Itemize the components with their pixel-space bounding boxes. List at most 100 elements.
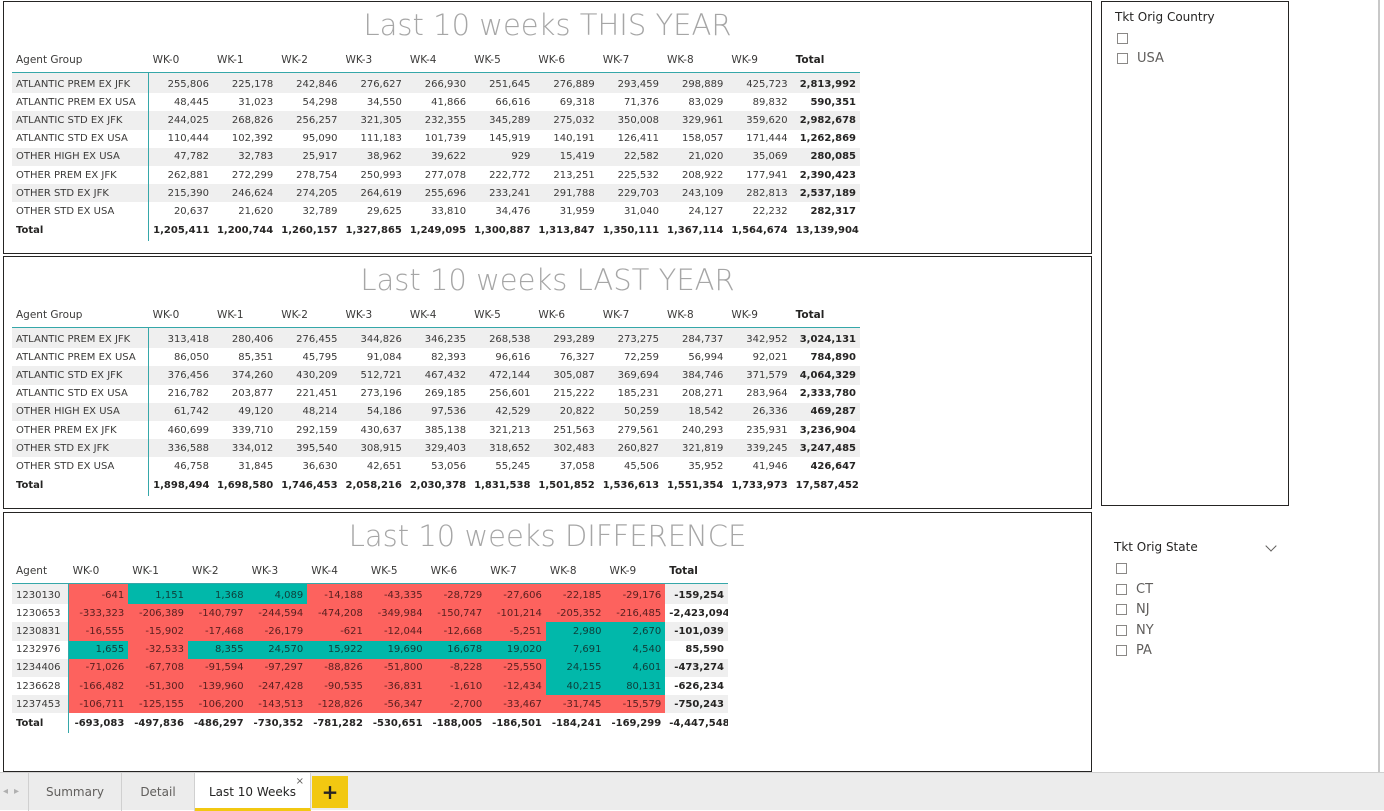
column-header[interactable]: WK-2 [277,48,342,73]
close-icon[interactable]: × [295,776,304,787]
column-header[interactable]: WK-0 [148,303,213,328]
table-row[interactable]: ATLANTIC STD EX USA 110,444 102,392 95,090 1… [12,129,860,148]
checkbox-icon[interactable] [1117,53,1128,64]
column-header[interactable]: WK-4 [405,303,471,328]
column-header[interactable]: WK-9 [727,303,792,328]
canvas-scrollbar[interactable] [1378,0,1380,772]
tab-scroll-right-icon[interactable]: ▸ [14,786,20,797]
state-option-ny[interactable]: NY [1116,623,1154,638]
value-cell: 4,601 [605,658,666,677]
value-cell: 22,582 [598,147,664,166]
tab-last-10-weeks[interactable]: Last 10 Weeks × [195,773,311,811]
column-header[interactable]: WK-8 [663,303,728,328]
checkbox-icon[interactable] [1116,625,1127,636]
table-row[interactable]: 1230653 -333,323 -206,389 -140,797 -244,594-… [12,604,728,623]
column-header[interactable]: WK-4 [307,559,367,584]
column-header[interactable]: WK-3 [341,48,406,73]
table-row[interactable]: OTHER STD EX USA 46,758 31,845 36,630 42,651… [12,457,860,476]
column-header[interactable]: WK-7 [598,303,664,328]
column-header[interactable]: WK-9 [727,48,792,73]
state-option-ct[interactable]: CT [1116,582,1153,597]
table-row[interactable]: 1232976 1,655 -32,533 8,355 24,570 15,922 19,6… [12,640,728,659]
table-row[interactable]: OTHER PREM EX JFK 262,881 272,299 278,754 25… [12,165,860,185]
tab-summary[interactable]: Summary [28,773,122,811]
table-row[interactable]: ATLANTIC STD EX JFK 376,456 374,260 430,209… [12,366,860,385]
column-header[interactable]: WK-6 [534,48,599,73]
value-cell: -26,179 [247,622,308,641]
row-header-column-label[interactable]: Agent [12,559,69,584]
value-cell: 273,275 [598,327,664,349]
column-header[interactable]: Total [665,559,728,584]
column-header[interactable]: WK-8 [545,559,606,584]
column-header[interactable]: WK-2 [187,559,248,584]
row-header-column-label[interactable]: Agent Group [12,48,149,73]
column-header[interactable]: WK-6 [534,303,599,328]
table-row[interactable]: ATLANTIC PREM EX USA 86,050 85,351 45,795 91… [12,348,860,367]
checkbox-icon[interactable] [1116,604,1127,615]
country-option-usa[interactable]: USA [1117,51,1164,66]
column-header[interactable]: WK-5 [366,559,427,584]
table-row[interactable]: ATLANTIC PREM EX USA 48,445 31,023 54,298 34… [12,93,860,112]
checkbox-icon[interactable] [1117,33,1128,44]
column-header[interactable]: WK-5 [470,48,535,73]
column-header[interactable]: WK-1 [212,48,278,73]
table-row[interactable]: 1230831 -16,555 -15,902 -17,468 -26,179 -621-… [12,622,728,641]
value-cell: 48,214 [277,402,342,421]
tab-detail[interactable]: Detail [122,773,195,811]
value-cell: 346,235 [405,327,471,349]
state-option-pa[interactable]: PA [1116,643,1152,658]
table-row[interactable]: OTHER STD EX JFK 215,390 246,624 274,205 264… [12,184,860,203]
column-header[interactable]: WK-2 [277,303,342,328]
tab-scroll-left-icon[interactable]: ◂ [3,786,9,797]
table-row[interactable]: 1230130 -641 1,151 1,368 4,089 -14,188 -43,335… [12,583,728,605]
column-header[interactable]: Total [791,303,860,328]
value-cell: 280,406 [212,327,278,349]
column-header[interactable]: WK-0 [68,559,129,584]
table-row[interactable]: OTHER HIGH EX USA 47,782 32,783 25,917 38,96… [12,147,860,166]
table-row[interactable]: ATLANTIC PREM EX JFK 255,806 225,178 242,84… [12,72,860,94]
state-option-nj[interactable]: NJ [1116,602,1150,617]
chevron-down-icon[interactable] [1265,540,1277,552]
value-cell: 305,087 [534,366,599,385]
checkbox-icon[interactable] [1116,563,1127,574]
column-header[interactable]: WK-0 [148,48,213,73]
column-header[interactable]: WK-1 [212,303,278,328]
column-header[interactable]: WK-1 [128,559,188,584]
difference-visual[interactable]: Last 10 weeks DIFFERENCE Agent WK-0 WK-1 WK… [3,512,1092,772]
table-row[interactable]: OTHER STD EX JFK 336,588 334,012 395,540 308… [12,439,860,458]
column-header[interactable]: WK-4 [405,48,471,73]
checkbox-icon[interactable] [1116,584,1127,595]
checkbox-icon[interactable] [1116,645,1127,656]
value-cell: 69,318 [559,96,595,108]
column-header[interactable]: WK-7 [486,559,546,584]
table-row[interactable]: 1234406 -71,026 -67,708 -91,594 -97,297 -88,8… [12,658,728,677]
value-cell: 225,532 [617,169,660,181]
value-cell: 291,788 [534,184,599,203]
value-cell: 171,444 [746,133,788,145]
value-cell: 54,186 [341,402,406,421]
total-cell: -188,005 [426,713,487,734]
last-year-visual[interactable]: Last 10 weeks LAST YEAR Agent Group WK-0 W… [3,256,1092,509]
country-option-blank[interactable] [1117,33,1137,44]
column-header[interactable]: WK-6 [426,559,487,584]
row-header-column-label[interactable]: Agent Group [12,303,149,328]
column-header[interactable]: WK-7 [598,48,664,73]
table-row[interactable]: 1237453 -106,711 -125,155 -106,200 -143,513-… [12,695,728,714]
table-row[interactable]: 1236628 -166,482 -51,300 -139,960 -247,428 -9… [12,676,728,696]
state-option-blank[interactable] [1116,563,1136,574]
table-row[interactable]: ATLANTIC STD EX JFK 244,025 268,826 256,257… [12,111,860,130]
table-row[interactable]: OTHER PREM EX JFK 460,699 339,710 292,159 43… [12,420,860,440]
column-header[interactable]: WK-5 [470,303,535,328]
this-year-visual[interactable]: Last 10 weeks THIS YEAR Agent Group WK-0 W… [3,1,1092,254]
column-header[interactable]: WK-3 [247,559,308,584]
column-header[interactable]: Total [791,48,860,73]
column-header[interactable]: WK-8 [663,48,728,73]
table-row[interactable]: OTHER HIGH EX USA 61,742 49,120 48,214 54,18… [12,402,860,421]
value-cell: -474,208 [307,604,367,623]
column-header[interactable]: WK-3 [341,303,406,328]
add-page-button[interactable]: + [312,776,348,808]
table-row[interactable]: ATLANTIC STD EX USA 216,782 203,877 221,451… [12,384,860,403]
table-row[interactable]: OTHER STD EX USA 20,637 21,620 32,789 29,625… [12,202,860,221]
column-header[interactable]: WK-9 [605,559,666,584]
table-row[interactable]: ATLANTIC PREM EX JFK 313,418 280,406 276,45… [12,327,860,349]
